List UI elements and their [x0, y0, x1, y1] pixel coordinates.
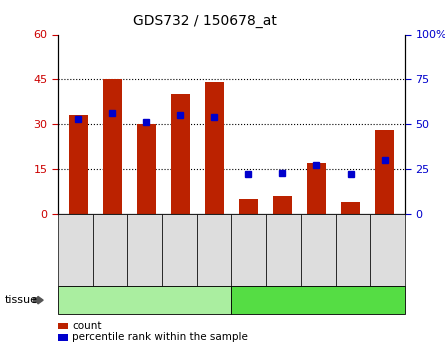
Bar — [307, 163, 326, 214]
Text: GSM29175: GSM29175 — [140, 226, 149, 275]
Text: count: count — [72, 321, 101, 331]
Text: GSM29180: GSM29180 — [314, 226, 323, 275]
Bar — [69, 115, 88, 214]
Bar — [341, 202, 360, 214]
Text: GSM29174: GSM29174 — [105, 226, 114, 275]
Bar — [239, 199, 258, 214]
Text: GSM29179: GSM29179 — [279, 226, 288, 275]
Bar — [171, 94, 190, 214]
Text: percentile rank within the sample: percentile rank within the sample — [72, 333, 248, 342]
Text: GSM29173: GSM29173 — [71, 226, 80, 275]
Text: GDS732 / 150678_at: GDS732 / 150678_at — [133, 14, 277, 28]
Text: GSM29178: GSM29178 — [244, 226, 253, 275]
Bar — [375, 130, 394, 214]
Bar — [103, 79, 121, 214]
Text: whole organism: whole organism — [274, 295, 362, 305]
Text: tissue: tissue — [4, 295, 37, 305]
Bar — [273, 196, 292, 214]
Text: Malpighian tubule: Malpighian tubule — [94, 295, 195, 305]
Text: GSM29182: GSM29182 — [383, 226, 392, 275]
Bar — [137, 124, 156, 214]
Text: GSM29181: GSM29181 — [348, 226, 357, 275]
Bar — [205, 82, 224, 214]
Text: GSM29177: GSM29177 — [210, 226, 218, 275]
Text: GSM29176: GSM29176 — [175, 226, 184, 275]
